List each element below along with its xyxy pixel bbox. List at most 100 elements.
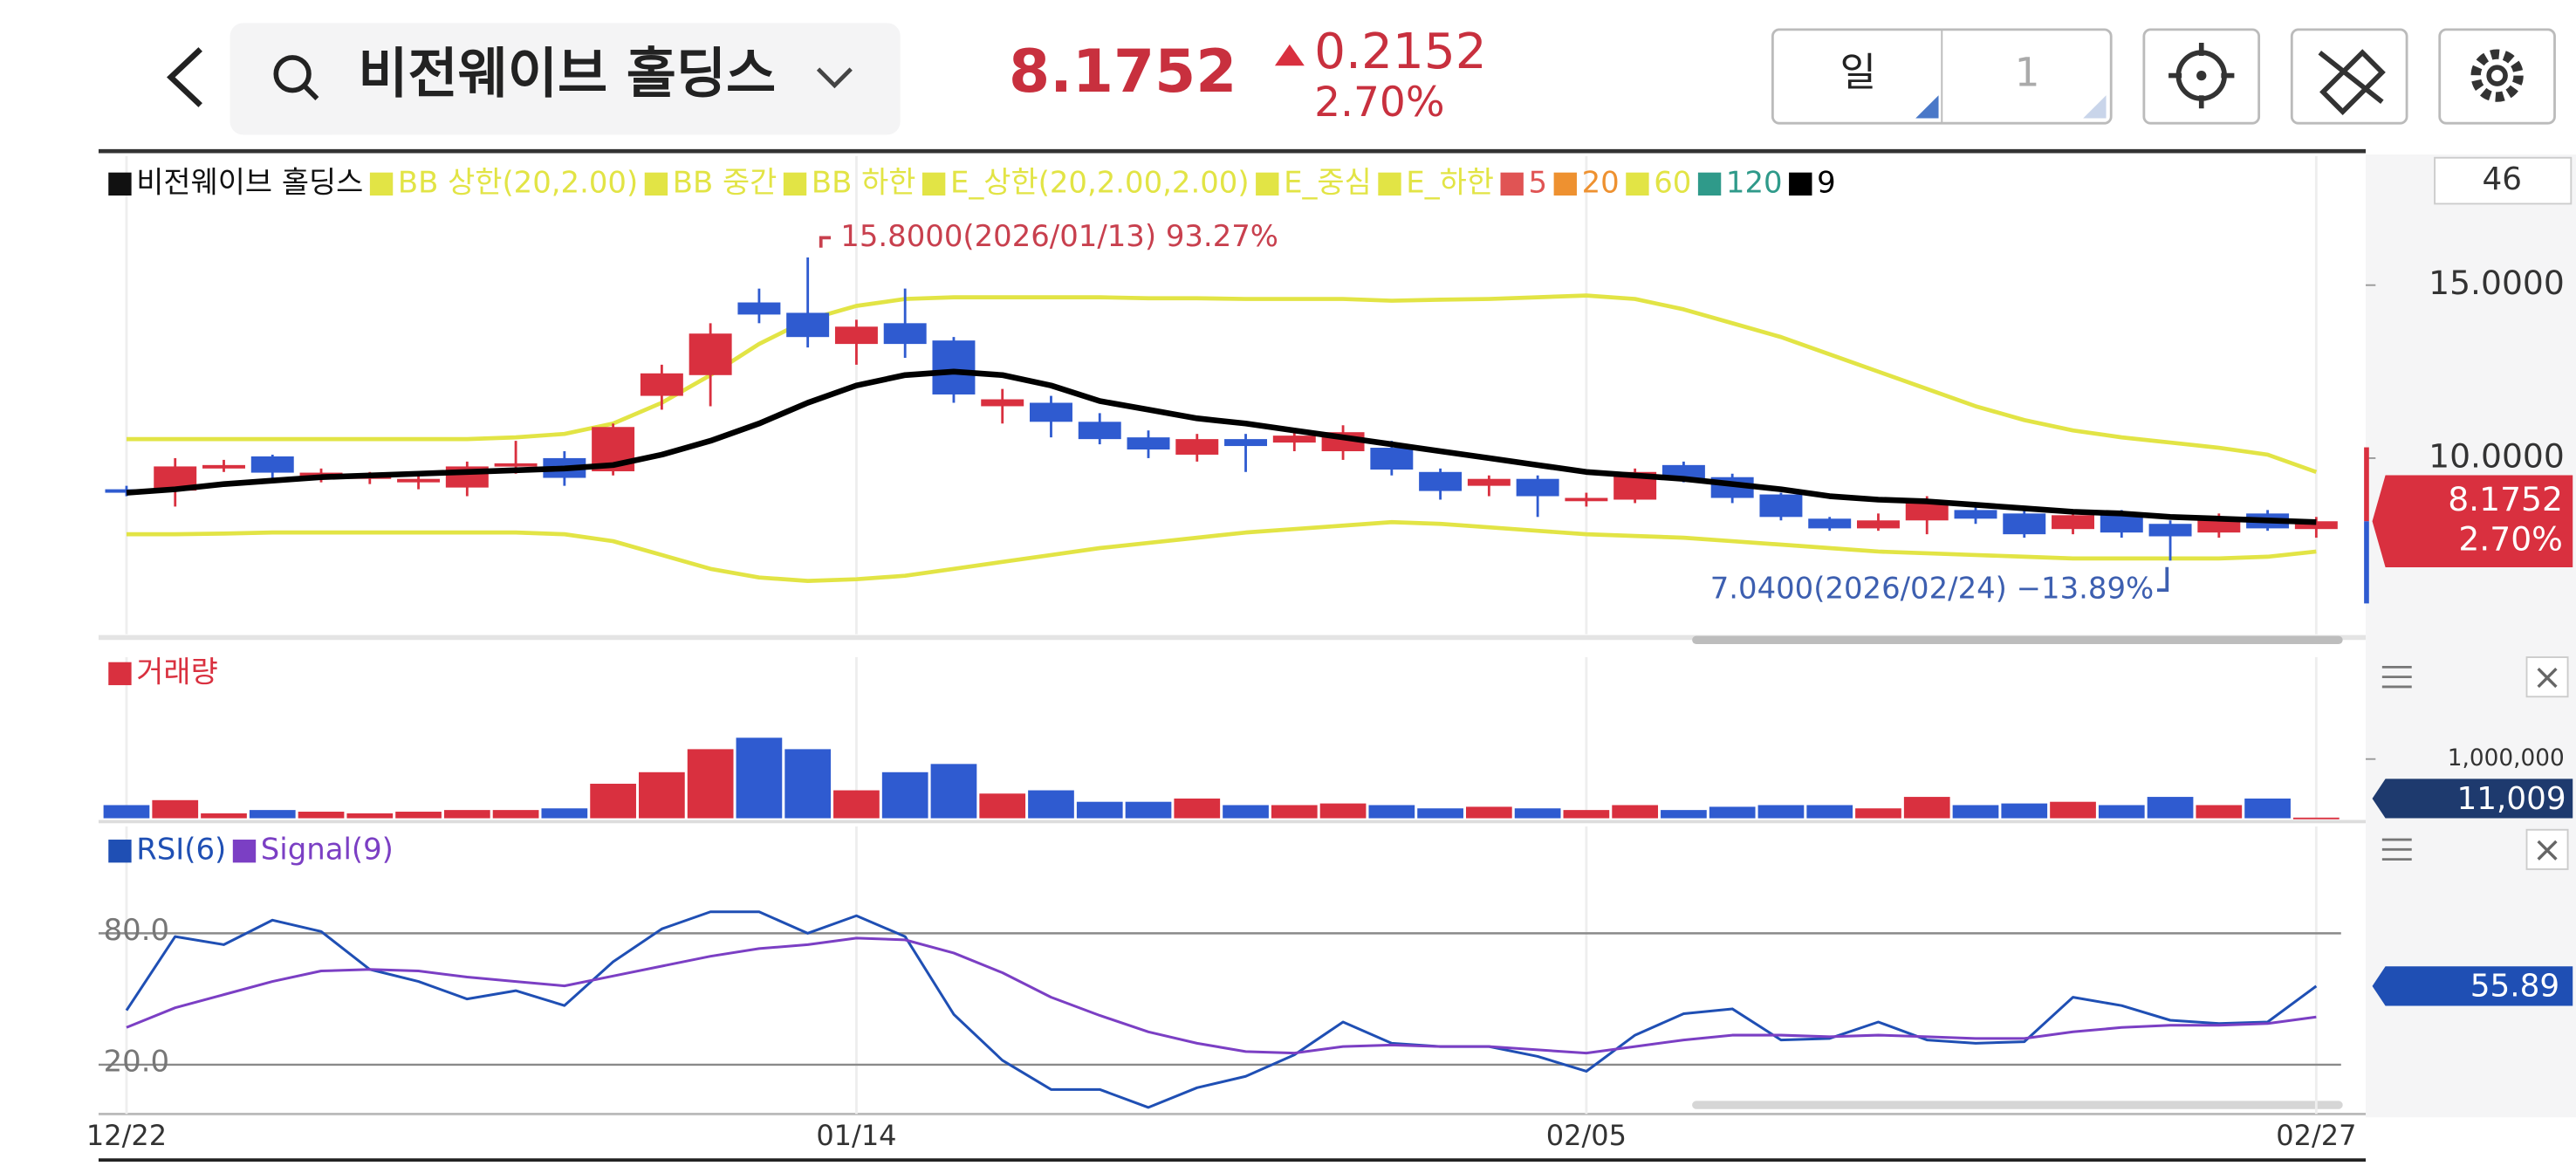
volume-bar <box>443 810 490 819</box>
candle-body <box>202 464 245 469</box>
candle-body <box>1370 448 1414 470</box>
volume-bar <box>541 808 588 819</box>
price-change-pct: 2.70% <box>1314 79 1444 127</box>
annotation-arrow <box>819 236 832 248</box>
back-button[interactable] <box>167 47 202 107</box>
volume-bar <box>2050 801 2096 819</box>
candle-body <box>2197 520 2241 533</box>
stock-name: 비전웨이브 홀딩스 <box>358 42 776 106</box>
scrollbar[interactable] <box>1692 635 2343 644</box>
volume-bar <box>1271 805 1318 819</box>
candle-body <box>1127 437 1170 450</box>
count-box <box>2434 156 2573 205</box>
price: 8.1752 <box>1009 37 1237 106</box>
legend-swatch <box>1553 172 1577 196</box>
settings-button[interactable] <box>2438 28 2556 125</box>
volume-bar <box>639 772 685 819</box>
volume-bar <box>1417 808 1463 819</box>
price-badge-pct: 2.70% <box>2458 519 2563 558</box>
legend-swatch <box>108 172 132 196</box>
volume-bar <box>930 764 977 819</box>
annotation: 15.8000(2026/01/13) 93.27% <box>840 219 1278 253</box>
line-series <box>125 910 2318 1109</box>
price-badge-value: 8.1752 <box>2448 480 2563 518</box>
period[interactable]: 일 <box>1840 50 1876 96</box>
search-icon <box>273 55 312 93</box>
volume-bar <box>736 737 783 819</box>
dropdown-icon[interactable] <box>816 67 853 89</box>
line-series <box>126 936 2317 1055</box>
annotation: 7.0400(2026/02/24) −13.89% <box>1710 572 2155 606</box>
legend-label: 비전웨이브 홀딩스 <box>136 165 363 199</box>
rsi-badge <box>2372 966 2573 1006</box>
candle-body <box>2100 515 2143 533</box>
x-tick-label: 02/27 <box>2276 1119 2356 1152</box>
legend-swatch <box>1500 172 1524 196</box>
y-tick-label: 20.0 <box>104 1045 169 1079</box>
candle-body <box>1175 439 1219 455</box>
scrollbar[interactable] <box>1692 1101 2343 1109</box>
header: 비전웨이브 홀딩스 8.1752 0.2152 2.70% 일 1 <box>98 23 2556 154</box>
candle-body <box>1516 478 1559 497</box>
volume-bar <box>784 749 832 819</box>
legend-swatch <box>1256 172 1279 196</box>
candle-body <box>1419 471 1463 491</box>
candle-body <box>689 333 732 375</box>
candle-body <box>1224 439 1268 447</box>
search-box[interactable] <box>230 23 901 135</box>
volume-bar <box>1903 797 1950 819</box>
y-tick-label: 15.0000 <box>2429 264 2565 302</box>
volume-bar <box>249 810 296 819</box>
legend-label: E_상한(20,2.00,2.00) <box>950 165 1250 199</box>
volume-bar <box>2098 805 2145 819</box>
legend-label: E_하한 <box>1406 165 1494 199</box>
legend-swatch <box>108 662 132 686</box>
volume-bar <box>590 784 636 819</box>
volume-bar <box>1514 808 1561 819</box>
search-icon-handle <box>302 83 319 100</box>
legend-label: BB 중간 <box>673 165 778 199</box>
annotation-arrow <box>2156 566 2169 593</box>
volume-bar <box>1757 805 1805 819</box>
volume-bar <box>1563 810 1610 819</box>
legend-swatch <box>1626 172 1649 196</box>
period-count[interactable]: 1 <box>2015 50 2040 96</box>
legend-label: 60 <box>1654 165 1691 199</box>
legend-swatch <box>369 172 394 196</box>
volume-bar <box>1806 805 1853 819</box>
candle-body <box>1856 520 1900 529</box>
menu-icon[interactable] <box>2381 838 2412 861</box>
volume-bar <box>201 813 247 819</box>
candle-body <box>1759 494 1803 518</box>
volume-bar <box>2001 803 2048 819</box>
x-tick-label: 02/05 <box>1546 1119 1627 1152</box>
legend-swatch <box>232 840 257 863</box>
menu-icon[interactable] <box>2381 665 2412 689</box>
volume-bar <box>2292 817 2340 820</box>
candle-body <box>1808 518 1852 529</box>
candle-body <box>494 463 538 467</box>
gear-teeth <box>2470 49 2524 102</box>
legend-label: BB 상한(20,2.00) <box>398 165 638 199</box>
last-price-bar <box>2364 447 2369 522</box>
volume-bar <box>346 813 394 819</box>
volume-bar <box>881 772 928 819</box>
crosshair-ticks <box>2168 42 2235 109</box>
candle-body <box>1030 402 1072 422</box>
line-series <box>126 519 2317 584</box>
close-icon <box>2537 840 2558 861</box>
x-tick-label: 12/22 <box>86 1119 167 1152</box>
legend-swatch <box>783 172 807 196</box>
legend-swatch <box>108 840 132 863</box>
volume-bar <box>1952 805 1999 819</box>
candle-body <box>932 340 976 394</box>
volume-bar <box>1319 803 1367 819</box>
volume-bar <box>2196 805 2243 819</box>
y-tick-label: 80.0 <box>104 913 169 947</box>
y-tick-label: 1,000,000 <box>2448 745 2565 772</box>
volume-bar <box>152 799 199 819</box>
volume-bar <box>1661 810 1707 819</box>
candle-body <box>1954 510 1997 519</box>
